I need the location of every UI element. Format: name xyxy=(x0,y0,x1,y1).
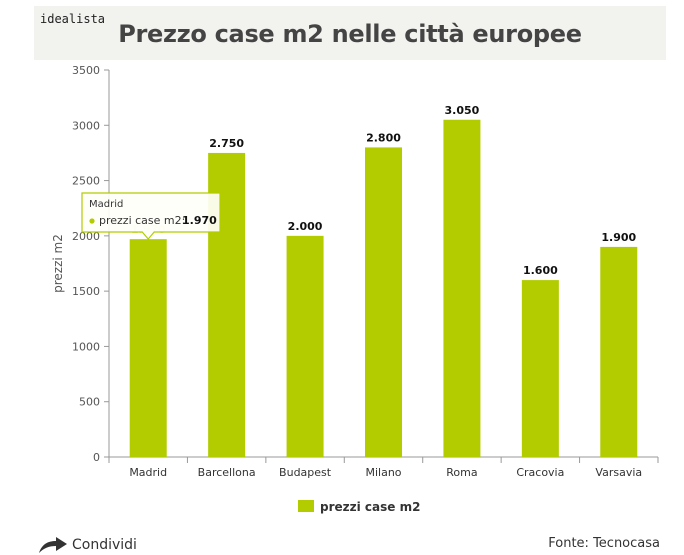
x-tick-label: Varsavia xyxy=(595,466,642,479)
x-tick-label: Barcellona xyxy=(198,466,256,479)
tooltip: Madrid prezzi case m2:1.970 xyxy=(81,192,221,240)
bar xyxy=(129,239,167,457)
tooltip-value: 1.970 xyxy=(182,214,217,227)
share-button[interactable]: Condividi xyxy=(38,536,137,554)
chart-header: idealista Prezzo case m2 nelle città eur… xyxy=(34,6,666,60)
y-tick-label: 3500 xyxy=(72,64,100,77)
share-arrow-icon xyxy=(39,537,67,553)
source-credit: Fonte: Tecnocasa xyxy=(548,536,660,551)
bar xyxy=(365,147,402,457)
y-axis-label: prezzi m2 xyxy=(51,234,65,293)
data-label: 1.600 xyxy=(523,264,558,277)
data-label: 1.900 xyxy=(601,231,636,244)
tooltip-series-label: prezzi case m2: xyxy=(99,214,185,227)
chart-title: Prezzo case m2 nelle città europee xyxy=(118,20,582,48)
x-tick-label: Cracovia xyxy=(516,466,564,479)
bar xyxy=(521,280,559,457)
x-tick-label: Budapest xyxy=(279,466,332,479)
x-tick-label: Roma xyxy=(446,466,477,479)
legend-swatch xyxy=(298,500,314,512)
bar xyxy=(600,246,638,457)
data-label: 2.750 xyxy=(209,137,244,150)
y-tick-label: 1000 xyxy=(72,340,100,353)
share-label: Condividi xyxy=(72,537,137,553)
y-tick-label: 2000 xyxy=(72,230,100,243)
tooltip-box xyxy=(81,192,221,240)
data-label: 2.000 xyxy=(288,220,323,233)
y-tick-label: 3000 xyxy=(72,119,100,132)
data-label: 3.050 xyxy=(445,104,480,117)
y-tick-label: 2500 xyxy=(72,175,100,188)
brand-logo: idealista xyxy=(40,12,106,26)
tooltip-series-dot xyxy=(89,218,95,224)
legend-label: prezzi case m2 xyxy=(320,500,420,514)
data-label: 2.800 xyxy=(366,131,401,144)
y-tick-label: 0 xyxy=(93,451,100,464)
bar xyxy=(286,235,324,457)
y-tick-label: 500 xyxy=(79,396,100,409)
y-tick-label: 1500 xyxy=(72,285,100,298)
tooltip-title: Madrid xyxy=(89,199,123,210)
bar xyxy=(443,119,481,457)
x-tick-label: Milano xyxy=(365,466,401,479)
x-tick-label: Madrid xyxy=(129,466,167,479)
